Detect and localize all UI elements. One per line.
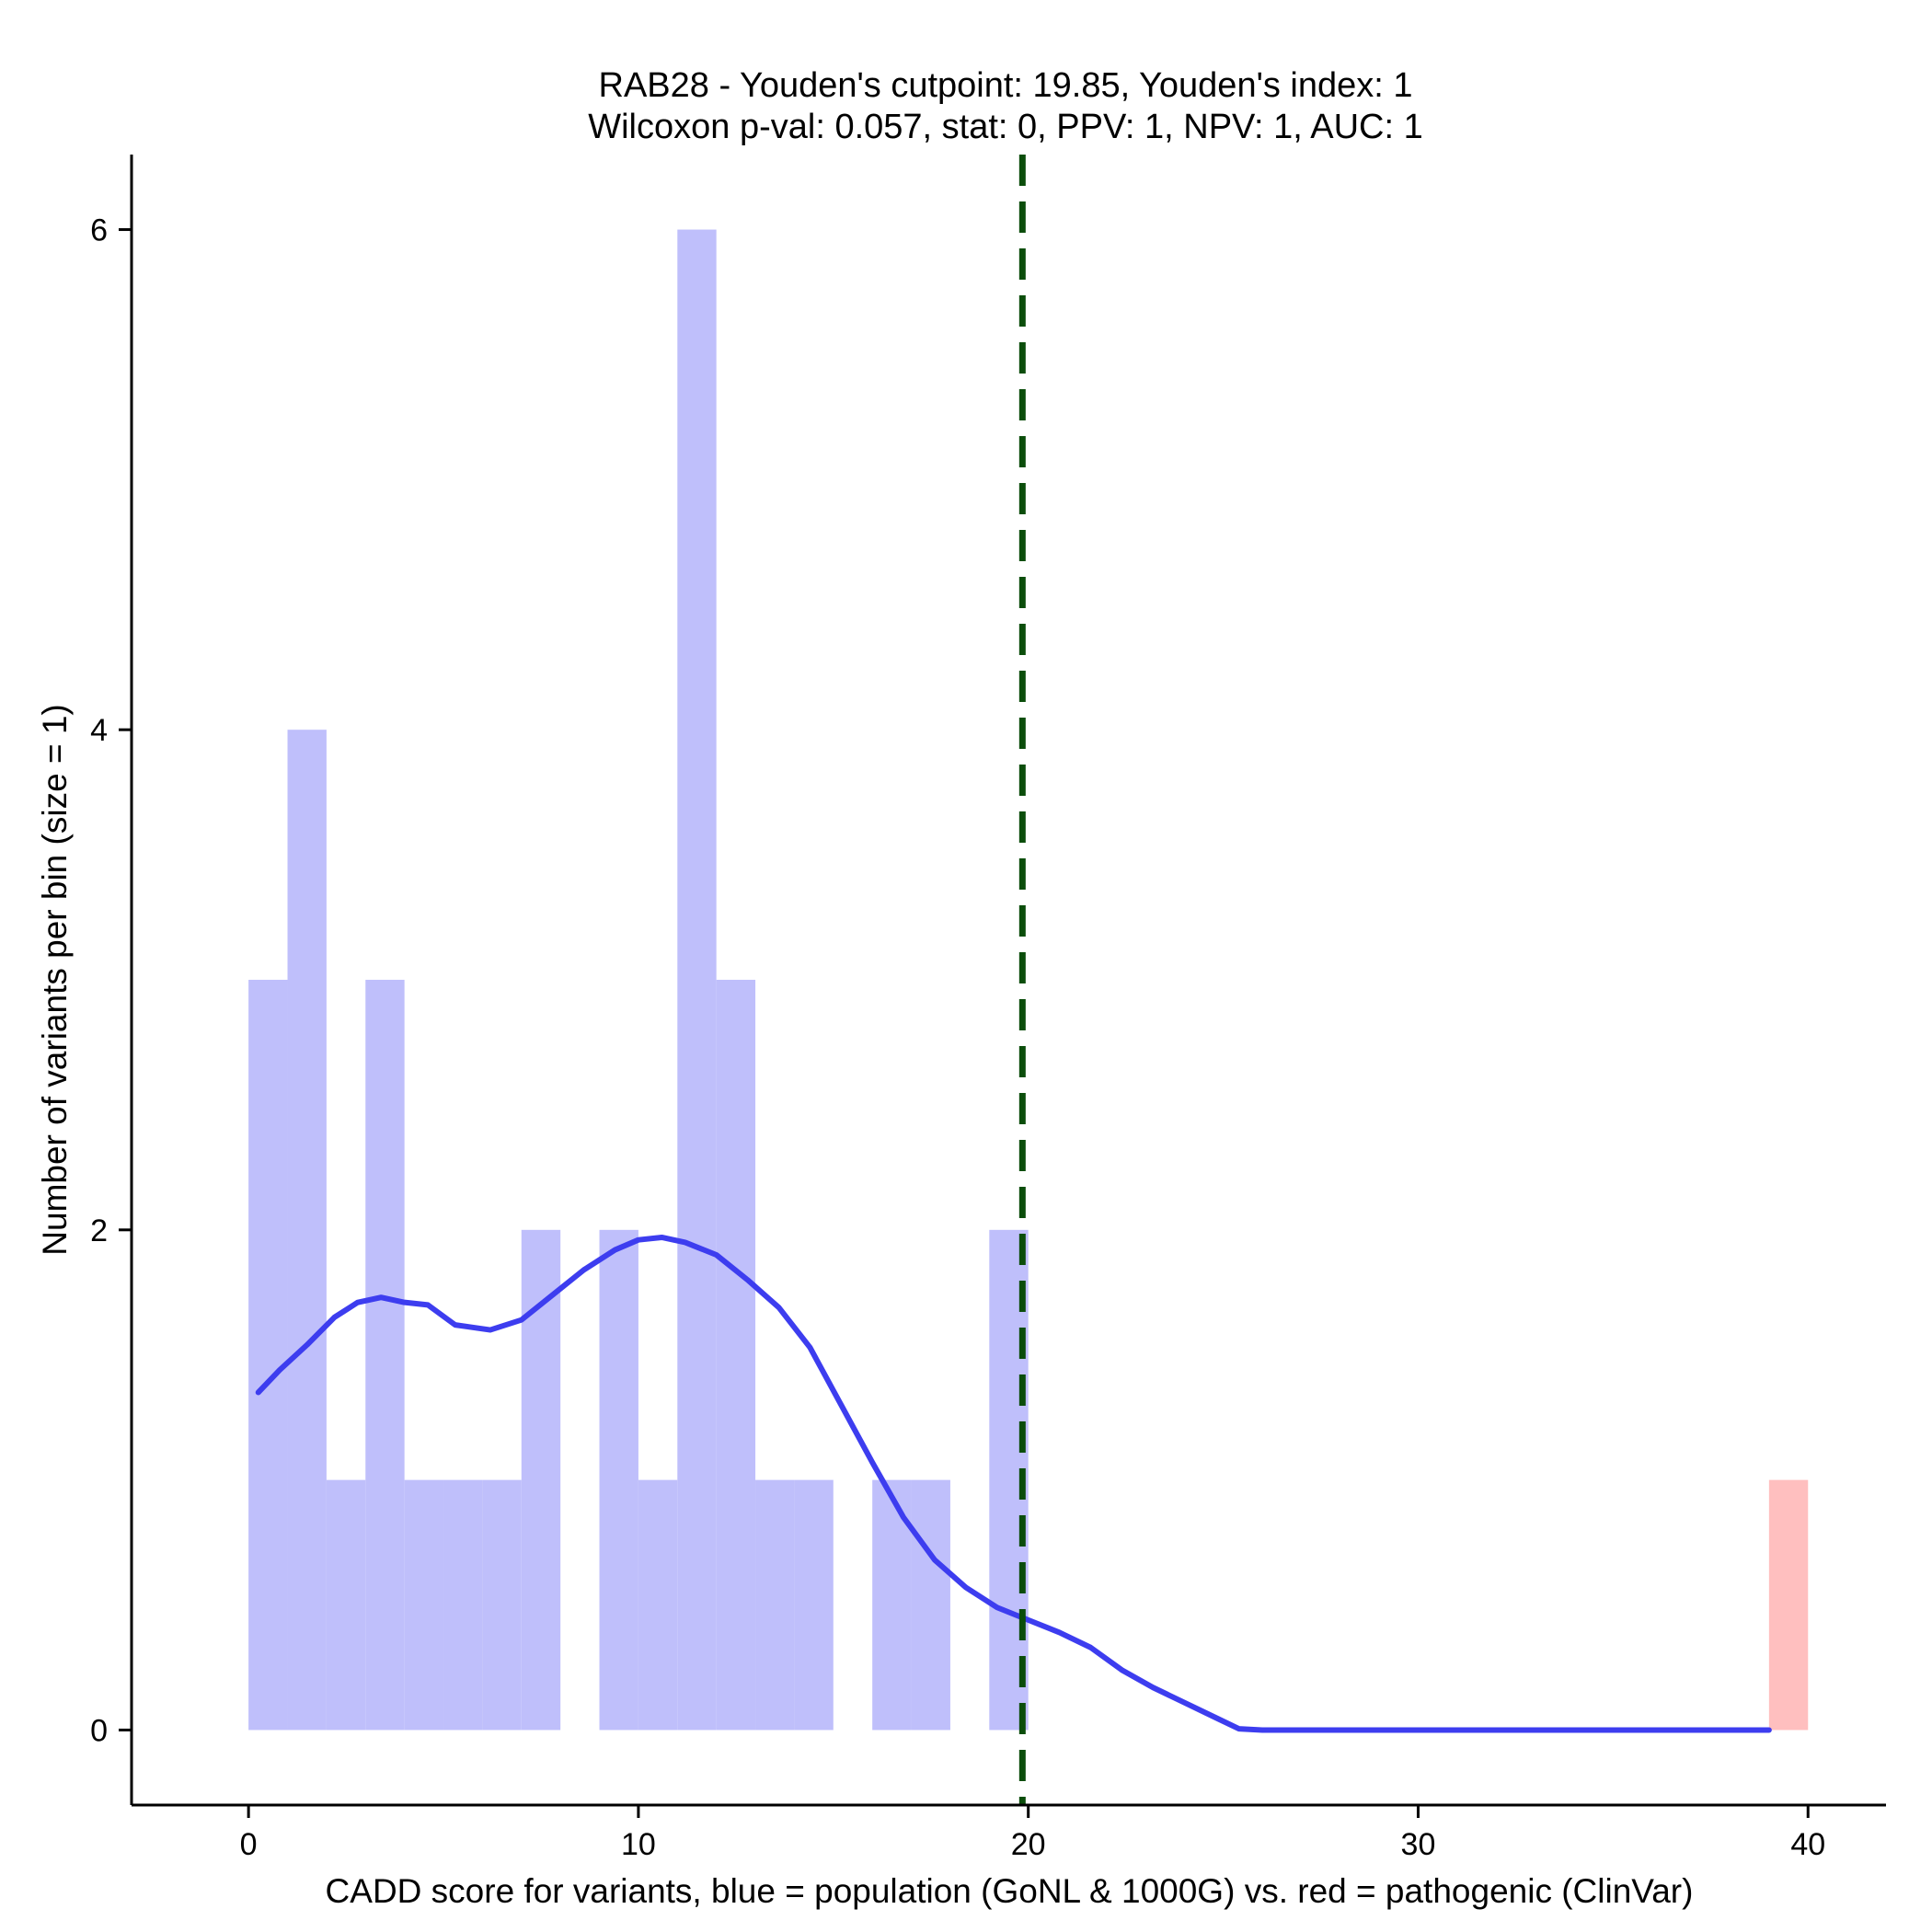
histogram-bar-population-0: [248, 980, 288, 1731]
histogram-bar-population-10: [677, 229, 717, 1731]
histogram-bar-population-8: [599, 1229, 638, 1731]
y-tick-label-4: 4: [90, 713, 108, 748]
y-axis-label: Number of variants per bin (size = 1): [36, 704, 74, 1255]
x-tick-label-10: 10: [621, 1827, 656, 1862]
histogram-bar-population-15: [911, 1479, 950, 1731]
chart-title-line-2: Wilcoxon p-val: 0.057, stat: 0, PPV: 1, …: [588, 108, 1422, 146]
histogram-bars: [248, 229, 1809, 1731]
x-axis-ticks: 0 10 20 30 40: [240, 1805, 1825, 1862]
chart-title-line-1: RAB28 - Youden's cutpoint: 19.85, Youden…: [599, 66, 1413, 105]
x-tick-label-30: 30: [1401, 1827, 1436, 1862]
x-tick-label-0: 0: [240, 1827, 258, 1862]
y-tick-label-2: 2: [90, 1213, 108, 1248]
histogram-bar-population-13: [794, 1479, 834, 1731]
histogram-bar-population-12: [755, 1479, 795, 1731]
histogram-bar-population-11: [716, 980, 756, 1731]
y-axis-ticks: 0 2 4 6: [90, 213, 132, 1748]
histogram-bar-pathogenic-0: [1768, 1479, 1809, 1731]
histogram-bar-population-6: [482, 1479, 522, 1731]
histogram-bar-population-2: [326, 1479, 366, 1731]
histogram-bar-population-1: [287, 730, 327, 1731]
histogram-bar-population-3: [365, 980, 405, 1731]
x-tick-label-20: 20: [1011, 1827, 1046, 1862]
histogram-bar-population-9: [638, 1479, 678, 1731]
y-tick-label-0: 0: [90, 1713, 108, 1748]
x-axis-label: CADD score for variants, blue = populati…: [326, 1872, 1694, 1910]
y-tick-label-6: 6: [90, 213, 108, 248]
histogram-bar-population-5: [443, 1479, 483, 1731]
density-curve-layer: [255, 1234, 1772, 1733]
x-tick-label-40: 40: [1790, 1827, 1825, 1862]
density-curve: [255, 1234, 1772, 1733]
histogram-bar-population-4: [404, 1479, 444, 1731]
